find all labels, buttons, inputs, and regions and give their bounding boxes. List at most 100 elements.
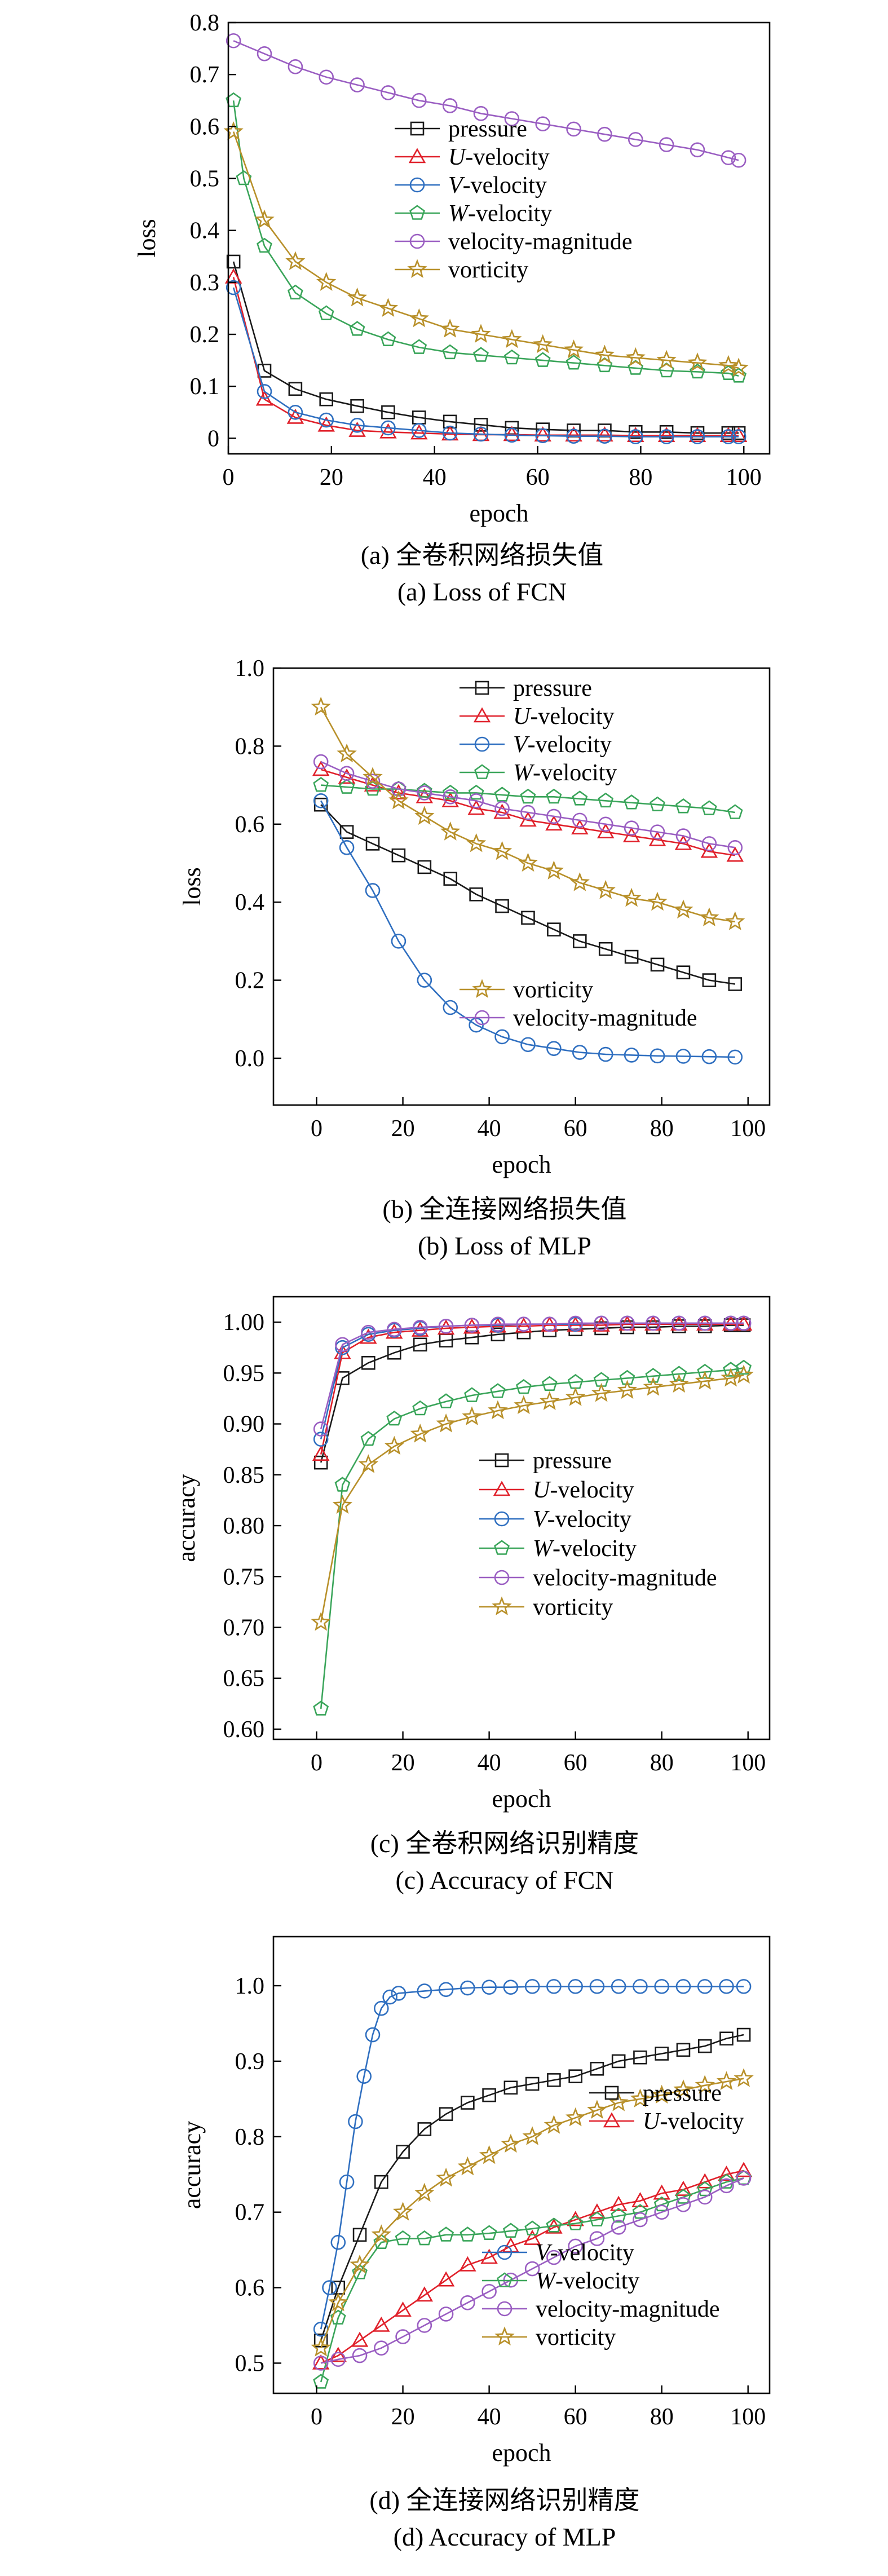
data-point: [416, 2286, 434, 2302]
plot-frame: [272, 667, 771, 1106]
data-point: [503, 426, 521, 441]
y-tick-label: 0.2: [235, 968, 265, 994]
data-point: [257, 384, 272, 399]
legend-label-italic: V: [536, 2240, 553, 2266]
data-point: [716, 2071, 737, 2091]
data-point: [467, 799, 485, 815]
data-point: [412, 1319, 428, 1335]
data-point: [719, 2178, 734, 2194]
data-point: [624, 1048, 639, 1063]
data-point: [669, 1373, 689, 1393]
series-line: [233, 40, 739, 161]
series-vorticity: [311, 2068, 754, 2357]
data-point: [226, 33, 241, 48]
data-point: [417, 973, 432, 988]
data-point: [547, 2073, 561, 2087]
data-point: [545, 815, 563, 831]
data-point: [468, 784, 484, 800]
data-point: [690, 429, 705, 444]
data-point: [520, 788, 536, 804]
legend-marker: [408, 148, 426, 164]
data-point: [463, 1318, 481, 1334]
data-point: [338, 768, 356, 784]
data-point: [334, 1344, 351, 1359]
data-point: [313, 1700, 329, 1716]
data-point: [502, 2222, 519, 2238]
data-point: [611, 1979, 626, 1994]
data-point: [311, 1611, 331, 1631]
legend-entry-pressure: pressure: [589, 2080, 722, 2106]
data-point: [535, 428, 551, 444]
data-point: [655, 2047, 669, 2061]
data-point: [440, 821, 461, 841]
data-point: [719, 2031, 734, 2046]
series-line: [320, 1322, 744, 1429]
data-point: [504, 111, 520, 126]
legend-label-italic: V: [533, 1506, 550, 1532]
data-point: [480, 2248, 498, 2264]
data-point: [675, 2197, 691, 2212]
data-point: [611, 2054, 626, 2069]
series-line: [232, 287, 739, 438]
data-point: [503, 2080, 518, 2095]
legend-label: velocity-magnitude: [536, 2296, 720, 2322]
data-point: [257, 46, 272, 61]
data-point: [567, 2215, 584, 2230]
data-point: [481, 2283, 497, 2299]
data-point: [650, 796, 665, 811]
legend-label-italic: V: [513, 732, 530, 758]
legend-label: vorticity: [533, 1594, 613, 1620]
legend-marker: [494, 1540, 510, 1555]
data-point: [462, 1406, 482, 1426]
data-point: [409, 308, 429, 328]
data-point: [460, 2226, 476, 2242]
data-point: [589, 1979, 605, 1994]
data-point: [736, 1315, 752, 1331]
data-point: [697, 2181, 713, 2197]
y-tick-label: 0.4: [235, 890, 265, 916]
legend-label: U-velocity: [448, 144, 550, 170]
data-point: [329, 2347, 347, 2362]
data-point: [442, 425, 458, 441]
data-point: [697, 2039, 712, 2053]
data-point: [395, 2230, 411, 2246]
data-point: [525, 2076, 540, 2091]
data-point: [699, 907, 719, 926]
legend-entry-w-velocity: W-velocity: [482, 2268, 639, 2294]
data-point: [254, 209, 275, 229]
data-point: [572, 790, 588, 806]
data-point: [412, 1400, 428, 1416]
chart-panel-b: 0 20 40 60 80 100 0.0 0.2 0.4 0.6 0.8 1.0 epoch loss p…: [178, 656, 771, 1260]
data-point: [619, 1369, 635, 1385]
legend-label: vorticity: [536, 2325, 616, 2350]
series-velocity-magnitude: [313, 1315, 752, 1437]
y-tick-label: 0.80: [223, 1513, 265, 1539]
data-point: [494, 801, 510, 816]
legend-marker: [474, 764, 490, 779]
data-point: [587, 2100, 607, 2119]
data-point: [395, 2329, 410, 2344]
data-point: [313, 793, 329, 808]
data-point: [593, 1316, 610, 1332]
x-tick-label: 20: [391, 1750, 415, 1776]
series-line: [320, 2177, 744, 2364]
data-point: [492, 841, 513, 860]
y-tick-label: 0.3: [190, 270, 220, 296]
data-point: [494, 787, 510, 802]
data-point: [504, 427, 520, 443]
data-point: [312, 1446, 330, 1461]
data-point: [471, 324, 491, 343]
data-point: [597, 823, 615, 838]
data-point: [288, 404, 303, 420]
data-point: [348, 421, 366, 437]
data-point: [361, 1355, 375, 1370]
data-point: [650, 824, 665, 839]
data-point: [563, 339, 584, 359]
data-point: [622, 827, 640, 842]
legend-entry-pressure: pressure: [479, 1448, 612, 1474]
data-point: [628, 425, 643, 439]
data-point: [547, 922, 561, 936]
series-line: [320, 800, 735, 1058]
data-point: [488, 1400, 508, 1420]
data-point: [334, 1477, 351, 1492]
